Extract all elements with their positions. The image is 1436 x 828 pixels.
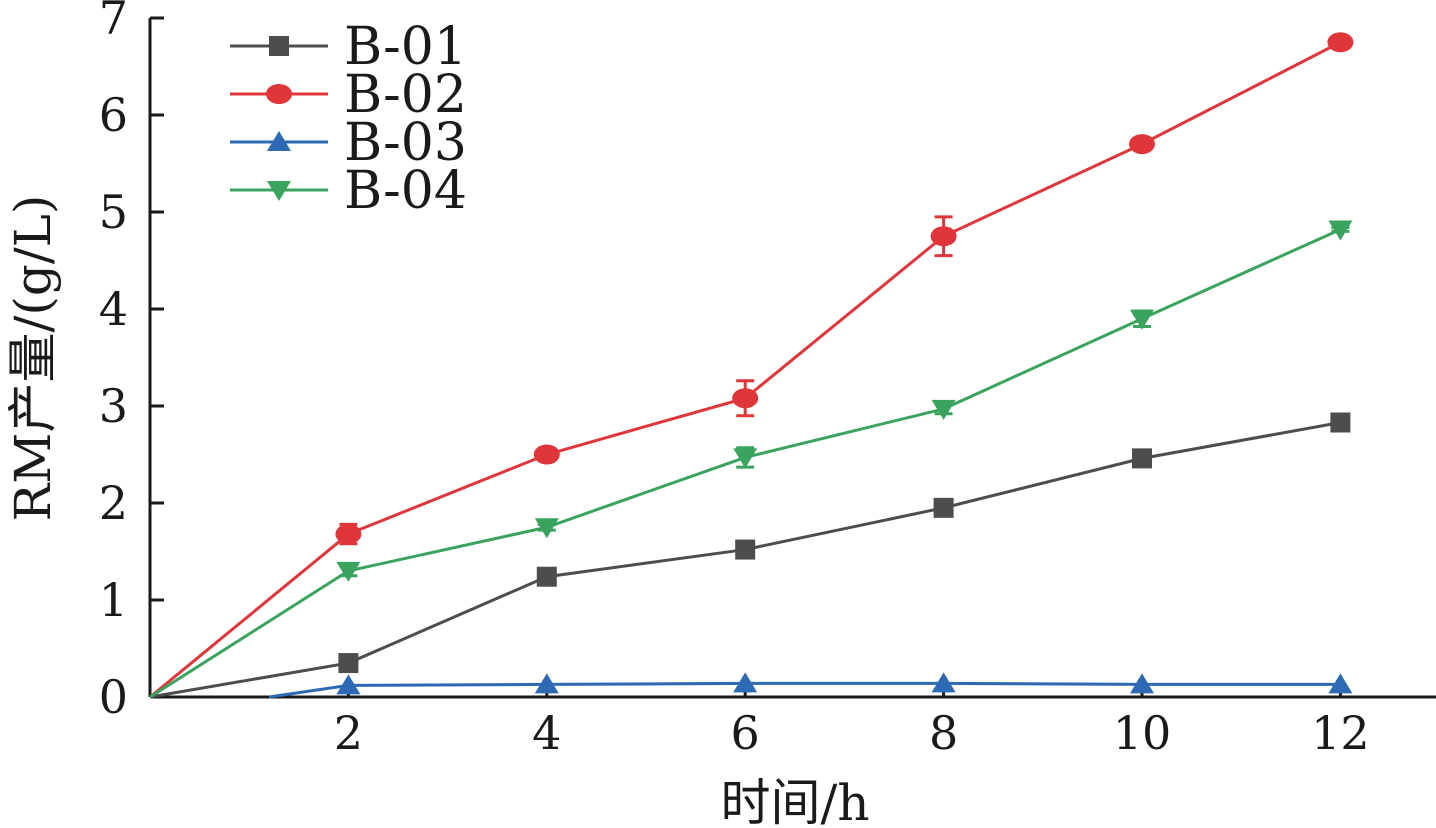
y-axis-title: RM产量/(g/L): [4, 195, 62, 522]
data-point: [1330, 412, 1351, 433]
x-tick-label: 6: [731, 706, 760, 760]
y-tick-label: 5: [99, 185, 128, 239]
legend-label: B-04: [344, 161, 467, 221]
data-point: [735, 539, 756, 560]
legend-item: B-01: [230, 17, 467, 77]
legend-item: B-02: [230, 65, 467, 125]
legend-label: B-02: [344, 65, 467, 125]
data-point: [931, 399, 956, 420]
y-tick-label: 4: [99, 282, 128, 336]
y-tick-label: 1: [99, 573, 128, 627]
legend-marker: [266, 84, 292, 104]
data-point: [534, 518, 559, 539]
data-point: [1132, 448, 1152, 469]
x-tick-label: 10: [1113, 706, 1172, 760]
legend-item: B-04: [230, 161, 467, 221]
y-tick-label: 6: [99, 88, 128, 142]
series-B-04: [149, 220, 1353, 699]
data-point: [1328, 220, 1353, 241]
data-point: [336, 561, 361, 582]
legend-marker: [267, 131, 291, 151]
data-point: [933, 497, 954, 518]
data-point: [536, 566, 557, 587]
legend-item: B-03: [230, 113, 467, 173]
data-point: [1328, 673, 1353, 694]
data-point: [534, 673, 559, 694]
series-line: [149, 40, 1342, 699]
y-tick-label: 3: [99, 379, 128, 433]
data-point: [335, 524, 362, 545]
data-point: [1327, 32, 1354, 53]
legend-marker: [267, 181, 291, 201]
x-tick-label: 12: [1311, 706, 1370, 760]
series-B-01: [149, 412, 1351, 699]
series-line: [268, 681, 1341, 699]
legend-label: B-01: [344, 17, 467, 77]
data-point: [930, 226, 957, 247]
series-layer: [149, 32, 1354, 699]
legend-label: B-03: [344, 113, 467, 173]
x-tick-label: 4: [532, 706, 561, 760]
data-point: [1130, 309, 1154, 330]
y-tick-label: 0: [99, 670, 128, 724]
data-point: [1130, 673, 1154, 694]
x-axis-title: 时间/h: [720, 774, 869, 828]
data-point: [336, 674, 361, 695]
x-tick-label: 8: [929, 706, 958, 760]
series-B-02: [149, 32, 1354, 699]
data-point: [732, 388, 759, 409]
data-point: [533, 444, 560, 465]
data-point: [931, 672, 956, 693]
legend: B-01B-02B-03B-04: [230, 17, 467, 221]
series-B-03: [268, 672, 1353, 699]
y-tick-label: 7: [99, 0, 128, 45]
y-tick-label: 2: [99, 476, 128, 530]
data-point: [1129, 134, 1155, 155]
x-tick-label: 2: [334, 706, 363, 760]
data-point: [733, 448, 758, 469]
legend-marker: [269, 36, 289, 56]
data-point: [338, 653, 359, 674]
data-point: [733, 672, 758, 693]
